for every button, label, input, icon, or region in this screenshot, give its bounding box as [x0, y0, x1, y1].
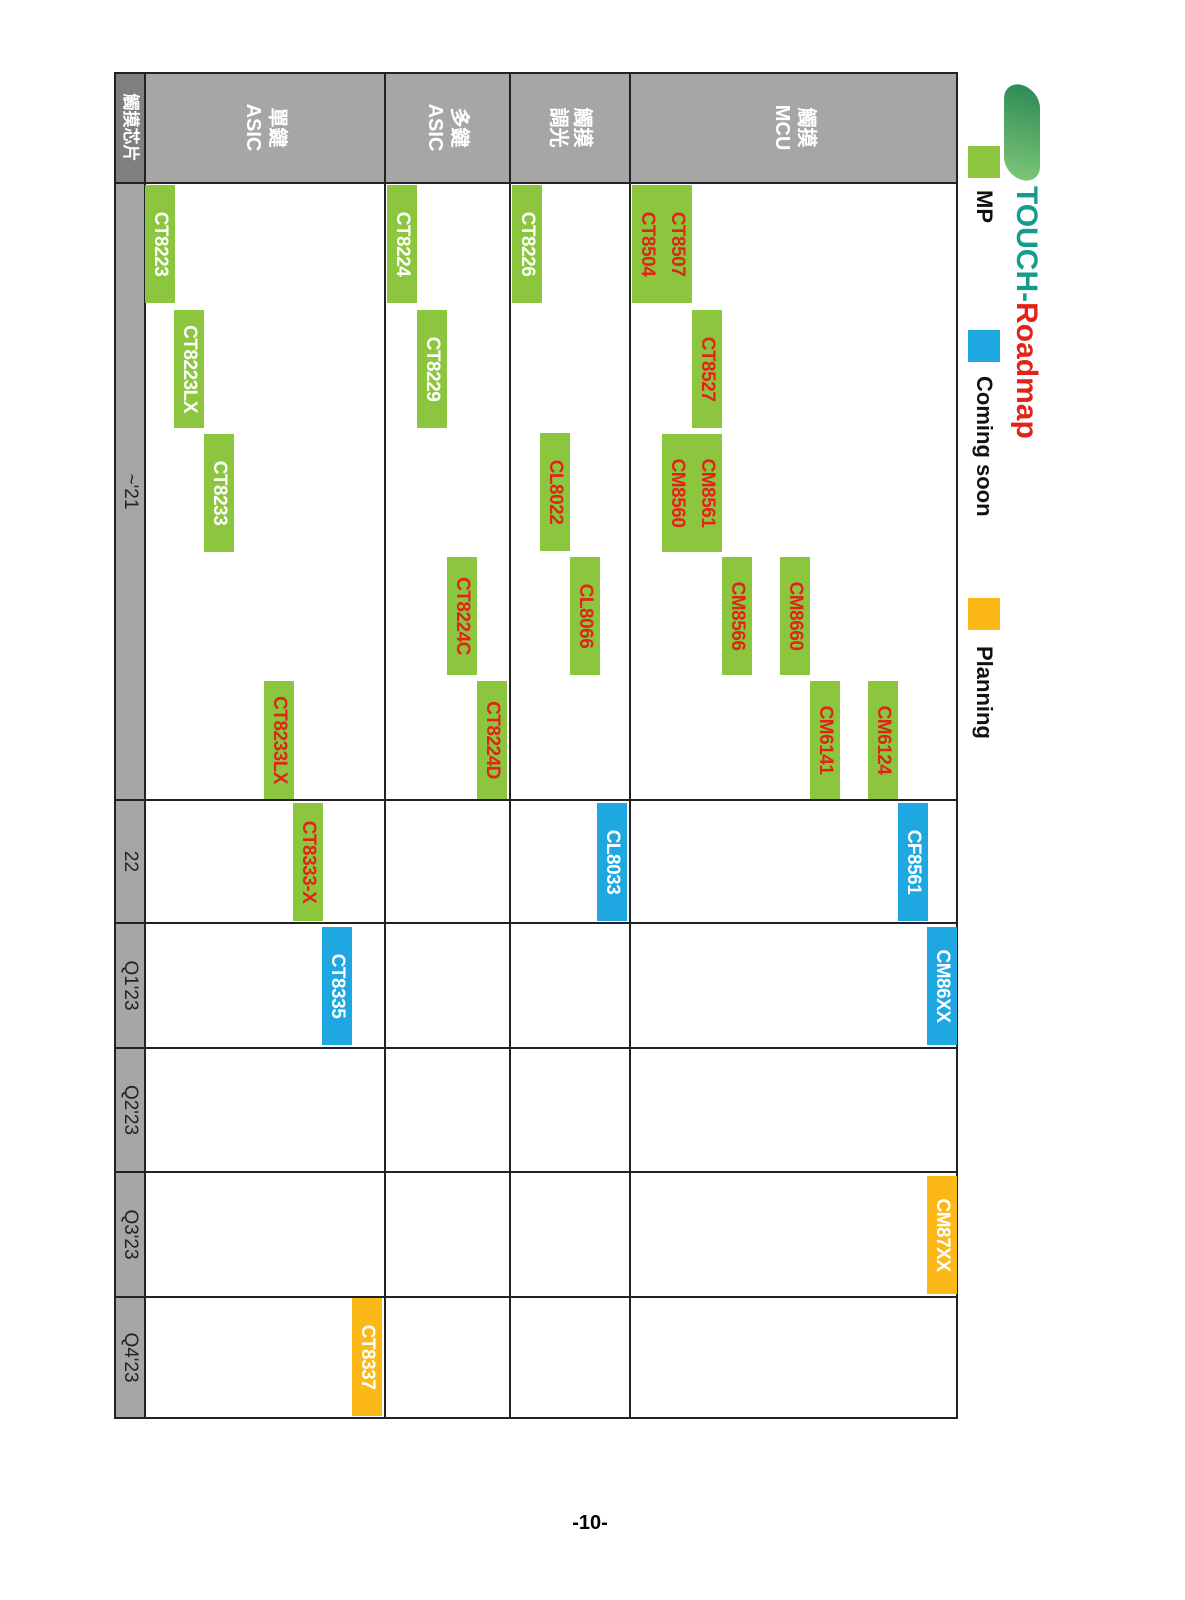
product-bar: CM8566 — [722, 557, 752, 675]
legend-label: Planning — [972, 646, 997, 739]
product-bar: CT8223LX — [174, 310, 204, 428]
title-suffix: Roadmap — [1010, 302, 1043, 439]
product-bar: CM8660 — [780, 557, 810, 675]
product-bar: CF8561 — [898, 803, 928, 921]
column-line — [115, 182, 958, 184]
product-bar: CL8022 — [540, 433, 570, 551]
legend-swatch — [968, 330, 1000, 362]
product-bar: CT8223 — [145, 185, 175, 303]
product-bar: CT8337 — [352, 1298, 382, 1416]
product-bar: CT8233LX — [264, 681, 294, 799]
row-line — [629, 72, 631, 1419]
product-bar: CM8560 — [662, 434, 692, 552]
column-line — [115, 1047, 958, 1049]
column-line — [115, 799, 958, 801]
row-line — [384, 72, 386, 1419]
page-number: -10- — [572, 1512, 608, 1534]
product-bar: CT8224D — [477, 681, 507, 799]
logo — [1004, 80, 1040, 185]
legend-swatch — [968, 146, 1000, 178]
legend-label: Coming soon — [972, 376, 997, 517]
product-bar: CT8224C — [447, 557, 477, 675]
product-bar: CT8504 — [632, 185, 662, 303]
legend-swatch — [968, 598, 1000, 630]
title: TOUCH-Roadmap — [1009, 186, 1043, 439]
product-bar: CM6124 — [868, 681, 898, 799]
row-line — [509, 72, 511, 1419]
product-bar: CT8527 — [692, 310, 722, 428]
product-bar: CT8226 — [512, 185, 542, 303]
column-line — [115, 922, 958, 924]
product-bar: CT8507 — [662, 185, 692, 303]
product-bar: CL8066 — [570, 557, 600, 675]
product-bar: CM86XX — [927, 927, 957, 1045]
product-bar: CT8233 — [204, 434, 234, 552]
title-prefix: TOUCH- — [1010, 186, 1043, 303]
product-bar: CT8229 — [417, 310, 447, 428]
product-bar: CL8033 — [597, 803, 627, 921]
product-bar: CT8224 — [387, 185, 417, 303]
product-bar: CM8561 — [692, 434, 722, 552]
product-bar: CM6141 — [810, 681, 840, 799]
product-bar: CM87XX — [927, 1176, 957, 1294]
product-bar: CT8335 — [322, 927, 352, 1045]
column-line — [115, 1171, 958, 1173]
column-line — [115, 1296, 958, 1298]
legend-label: MP — [972, 190, 997, 223]
product-bar: CT8333-X — [293, 803, 323, 921]
